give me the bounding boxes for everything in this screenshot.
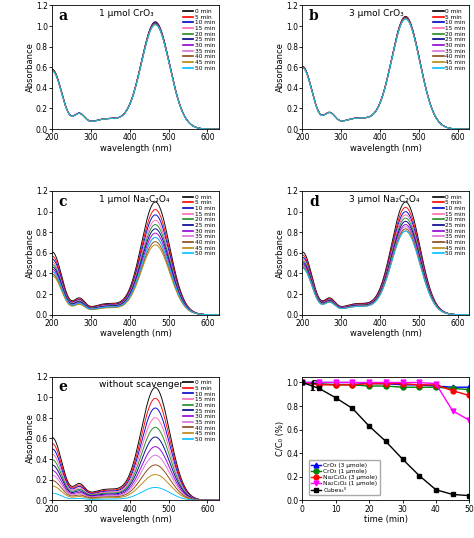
Na₂C₂O₄ (3 μmole) bbox=[300, 379, 305, 386]
Cubesₖᴵᴵ bbox=[416, 472, 422, 479]
Y-axis label: C/C₀ (%): C/C₀ (%) bbox=[276, 421, 285, 456]
CrO₃ (3 μmole) bbox=[433, 383, 439, 390]
Line: CrO₃ (1 μmole): CrO₃ (1 μmole) bbox=[300, 380, 472, 392]
X-axis label: wavelength (nm): wavelength (nm) bbox=[100, 515, 172, 524]
Na₂C₂O₄ (1 μmole) bbox=[300, 379, 305, 386]
Cubesₖᴵᴵ bbox=[450, 491, 456, 498]
CrO₃ (1 μmole) bbox=[400, 384, 405, 391]
Na₂C₂O₄ (3 μmole) bbox=[466, 392, 472, 399]
Cubesₖᴵᴵ bbox=[333, 394, 338, 401]
CrO₃ (1 μmole) bbox=[350, 381, 356, 388]
Na₂C₂O₄ (3 μmole) bbox=[333, 381, 338, 388]
Line: Cubesₖᴵᴵ: Cubesₖᴵᴵ bbox=[300, 380, 472, 498]
Legend: 0 min, 5 min, 10 min, 15 min, 20 min, 25 min, 30 min, 35 min, 40 min, 45 min, 50: 0 min, 5 min, 10 min, 15 min, 20 min, 25… bbox=[182, 8, 216, 71]
Line: CrO₃ (3 μmole): CrO₃ (3 μmole) bbox=[300, 380, 472, 390]
CrO₃ (1 μmole) bbox=[300, 379, 305, 386]
Na₂C₂O₄ (1 μmole) bbox=[400, 379, 405, 386]
Text: b: b bbox=[309, 9, 319, 23]
Text: c: c bbox=[59, 195, 67, 209]
X-axis label: wavelength (nm): wavelength (nm) bbox=[350, 144, 422, 153]
Y-axis label: Absorbance: Absorbance bbox=[26, 43, 35, 92]
Line: Na₂C₂O₄ (3 μmole): Na₂C₂O₄ (3 μmole) bbox=[300, 380, 472, 398]
Na₂C₂O₄ (3 μmole) bbox=[450, 387, 456, 394]
Cubesₖᴵᴵ bbox=[400, 456, 405, 462]
CrO₃ (1 μmole) bbox=[416, 384, 422, 391]
Na₂C₂O₄ (1 μmole) bbox=[333, 379, 338, 386]
CrO₃ (3 μmole) bbox=[300, 379, 305, 386]
Legend: 0 min, 5 min, 10 min, 15 min, 20 min, 25 min, 30 min, 35 min, 40 min, 45 min, 50: 0 min, 5 min, 10 min, 15 min, 20 min, 25… bbox=[433, 194, 466, 257]
Legend: 0 min, 5 min, 10 min, 15 min, 20 min, 25 min, 30 min, 35 min, 40 min, 45 min, 50: 0 min, 5 min, 10 min, 15 min, 20 min, 25… bbox=[182, 194, 216, 257]
Cubesₖᴵᴵ bbox=[433, 486, 439, 493]
Na₂C₂O₄ (3 μmole) bbox=[366, 380, 372, 387]
Na₂C₂O₄ (1 μmole) bbox=[383, 379, 389, 386]
Text: 3 μmol CrO₃: 3 μmol CrO₃ bbox=[349, 9, 404, 18]
Y-axis label: Absorbance: Absorbance bbox=[276, 43, 285, 92]
X-axis label: wavelength (nm): wavelength (nm) bbox=[350, 329, 422, 338]
CrO₃ (1 μmole) bbox=[366, 383, 372, 390]
Cubesₖᴵᴵ bbox=[350, 405, 356, 412]
Na₂C₂O₄ (1 μmole) bbox=[433, 380, 439, 387]
Legend: CrO₃ (3 μmole), CrO₃ (1 μmole), Na₂C₂O₄ (3 μmole), Na₂C₂O₄ (1 μmole), Cubesₖᴵᴵ: CrO₃ (3 μmole), CrO₃ (1 μmole), Na₂C₂O₄ … bbox=[309, 460, 380, 495]
Text: d: d bbox=[309, 195, 319, 209]
Text: without scavenger: without scavenger bbox=[99, 380, 183, 390]
Legend: 0 min, 5 min, 10 min, 15 min, 20 min, 25 min, 30 min, 35 min, 40 min, 45 min, 50: 0 min, 5 min, 10 min, 15 min, 20 min, 25… bbox=[433, 8, 466, 71]
CrO₃ (1 μmole) bbox=[383, 383, 389, 390]
Cubesₖᴵᴵ bbox=[383, 438, 389, 444]
CrO₃ (3 μmole) bbox=[350, 379, 356, 386]
Na₂C₂O₄ (1 μmole) bbox=[350, 379, 356, 386]
Y-axis label: Absorbance: Absorbance bbox=[26, 414, 35, 463]
Na₂C₂O₄ (3 μmole) bbox=[433, 381, 439, 388]
Y-axis label: Absorbance: Absorbance bbox=[26, 228, 35, 278]
CrO₃ (1 μmole) bbox=[333, 381, 338, 388]
Na₂C₂O₄ (1 μmole) bbox=[450, 408, 456, 414]
CrO₃ (3 μmole) bbox=[466, 384, 472, 391]
CrO₃ (3 μmole) bbox=[450, 384, 456, 391]
Text: 1 μmol Na₂C₂O₄: 1 μmol Na₂C₂O₄ bbox=[99, 195, 169, 204]
Legend: 0 min, 5 min, 10 min, 15 min, 20 min, 25 min, 30 min, 35 min, 40 min, 45 min, 50: 0 min, 5 min, 10 min, 15 min, 20 min, 25… bbox=[182, 379, 216, 442]
Y-axis label: Absorbance: Absorbance bbox=[276, 228, 285, 278]
Text: f: f bbox=[309, 380, 315, 394]
CrO₃ (3 μmole) bbox=[316, 379, 322, 386]
Na₂C₂O₄ (3 μmole) bbox=[416, 381, 422, 388]
Na₂C₂O₄ (3 μmole) bbox=[316, 381, 322, 388]
Text: 1 μmol CrO₃: 1 μmol CrO₃ bbox=[99, 9, 154, 18]
Na₂C₂O₄ (1 μmole) bbox=[416, 379, 422, 386]
X-axis label: wavelength (nm): wavelength (nm) bbox=[100, 144, 172, 153]
X-axis label: wavelength (nm): wavelength (nm) bbox=[100, 329, 172, 338]
CrO₃ (3 μmole) bbox=[416, 381, 422, 388]
CrO₃ (1 μmole) bbox=[466, 386, 472, 393]
CrO₃ (1 μmole) bbox=[316, 380, 322, 387]
CrO₃ (3 μmole) bbox=[383, 380, 389, 387]
CrO₃ (3 μmole) bbox=[366, 380, 372, 387]
CrO₃ (3 μmole) bbox=[333, 379, 338, 386]
Cubesₖᴵᴵ bbox=[300, 379, 305, 386]
Na₂C₂O₄ (3 μmole) bbox=[383, 380, 389, 387]
X-axis label: time (min): time (min) bbox=[364, 515, 408, 524]
Text: e: e bbox=[59, 380, 68, 394]
CrO₃ (1 μmole) bbox=[433, 384, 439, 391]
Cubesₖᴵᴵ bbox=[316, 385, 322, 392]
Text: 3 μmol Na₂C₂O₄: 3 μmol Na₂C₂O₄ bbox=[349, 195, 419, 204]
Na₂C₂O₄ (3 μmole) bbox=[350, 381, 356, 388]
Line: Na₂C₂O₄ (1 μmole): Na₂C₂O₄ (1 μmole) bbox=[300, 380, 472, 423]
Na₂C₂O₄ (1 μmole) bbox=[316, 379, 322, 386]
CrO₃ (1 μmole) bbox=[450, 385, 456, 392]
Na₂C₂O₄ (1 μmole) bbox=[366, 379, 372, 386]
Na₂C₂O₄ (1 μmole) bbox=[466, 417, 472, 423]
Na₂C₂O₄ (3 μmole) bbox=[400, 380, 405, 387]
CrO₃ (3 μmole) bbox=[400, 381, 405, 388]
Cubesₖᴵᴵ bbox=[466, 492, 472, 499]
Cubesₖᴵᴵ bbox=[366, 423, 372, 429]
Text: a: a bbox=[59, 9, 68, 23]
